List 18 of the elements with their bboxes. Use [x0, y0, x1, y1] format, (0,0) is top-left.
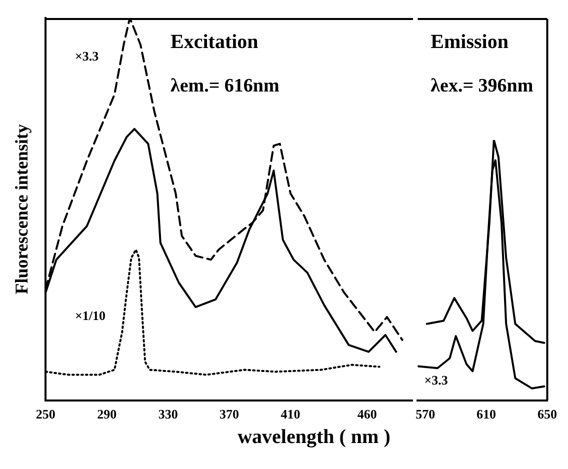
annotation: ×1/10 [74, 308, 106, 323]
x-tick-label: 290 [97, 406, 117, 422]
annotation: ×3.3 [74, 48, 100, 64]
chart-subtitle: λex.= 396nm [430, 75, 534, 96]
x-tick-label: 570 [416, 406, 436, 422]
x-tick-label: 610 [476, 406, 496, 422]
x-axis-title: wavelength ( nm ) [236, 426, 392, 449]
x-tick-label: 460 [357, 406, 377, 422]
x-tick-label: 410 [280, 406, 300, 422]
chart-title: Emission [430, 31, 508, 54]
x-tick-label: 650 [538, 406, 557, 422]
x-tick-label: 370 [220, 406, 240, 422]
text: Excitation [170, 31, 258, 54]
annotation: ×3.3 [424, 372, 448, 388]
x-tick-label: 330 [158, 406, 178, 422]
y-axis-title: Fluorescence intensity [11, 124, 32, 294]
x-tick-label: 250 [36, 406, 56, 422]
text: λem.= 616nm [170, 75, 280, 96]
